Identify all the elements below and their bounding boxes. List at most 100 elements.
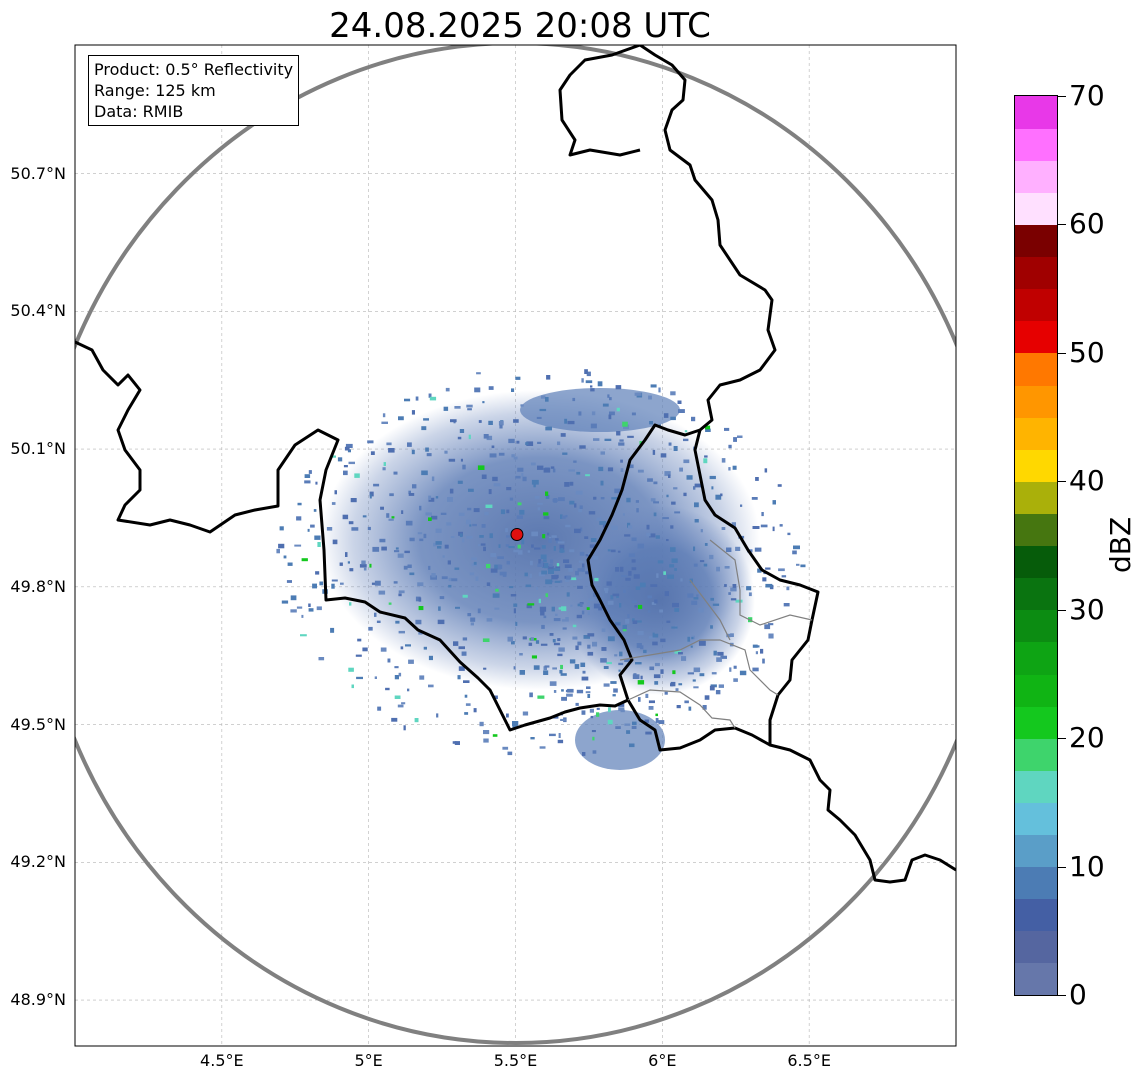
echo-pixel: [477, 608, 481, 614]
echo-pixel: [347, 561, 350, 564]
echo-pixel: [735, 599, 743, 603]
echo-pixel: [527, 603, 535, 606]
colorbar-segment-1: [1015, 930, 1057, 964]
echo-pixel: [359, 564, 367, 568]
echo-pixel: [317, 542, 321, 547]
echo-pixel: [760, 524, 768, 528]
echo-pixel: [658, 720, 665, 724]
echo-pixel: [411, 449, 415, 455]
colorbar-segment-25: [1015, 160, 1057, 193]
echo-pixel: [640, 675, 643, 680]
echo-pixel: [563, 559, 570, 563]
colorbar-segment-4: [1015, 834, 1057, 868]
echo-pixel: [495, 588, 499, 592]
echo-pixel: [509, 497, 514, 501]
echo-pixel: [628, 553, 635, 557]
echo-pixel: [513, 666, 516, 670]
echo-pixel: [649, 421, 653, 425]
echo-pixel: [762, 577, 767, 582]
echo-pixel: [439, 596, 445, 600]
echo-pixel: [435, 528, 442, 533]
echo-pixel: [450, 419, 457, 423]
echo-pixel: [733, 678, 738, 682]
echo-pixel: [620, 459, 623, 463]
echo-pixel: [345, 552, 348, 557]
echo-pixel: [575, 570, 579, 576]
colorbar-segment-8: [1015, 706, 1057, 739]
echo-pixel: [699, 560, 705, 563]
echo-pixel: [696, 594, 699, 597]
echo-pixel: [721, 527, 726, 530]
echo-pixel: [385, 687, 390, 691]
lon-label-0: 4.5°E: [200, 1051, 244, 1070]
echo-pixel: [691, 416, 696, 422]
echo-pixel: [620, 468, 624, 472]
echo-pixel: [569, 500, 575, 505]
echo-pixel: [551, 535, 557, 538]
echo-pixel: [670, 416, 676, 421]
echo-pixel: [568, 469, 575, 472]
echo-pixel: [584, 536, 589, 539]
echo-pixel: [517, 467, 524, 472]
echo-pixel: [637, 631, 644, 636]
echo-pixel: [444, 544, 449, 549]
echo-pixel: [618, 702, 625, 707]
echo-pixel: [545, 426, 552, 431]
colorbar-segment-20: [1015, 320, 1057, 354]
echo-pixel: [541, 624, 545, 629]
echo-pixel: [519, 509, 525, 515]
echo-pixel: [544, 665, 550, 668]
echo-pixel: [429, 396, 437, 401]
info-range: Range: 125 km: [94, 81, 216, 100]
echo-pixel: [417, 582, 424, 587]
echo-pixel: [611, 497, 618, 500]
echo-pixel: [687, 636, 691, 642]
echo-pixel: [362, 647, 368, 652]
echo-pixel: [286, 580, 292, 583]
echo-pixel: [454, 406, 461, 409]
echo-pixel: [690, 645, 693, 648]
echo-pixel: [752, 526, 760, 529]
echo-pixel: [408, 493, 415, 496]
echo-pixel: [350, 498, 357, 503]
echo-pixel: [549, 559, 554, 564]
echo-pixel: [545, 593, 548, 598]
echo-pixel: [428, 655, 433, 661]
echo-pixel: [580, 603, 583, 607]
echo-pixel: [304, 474, 311, 478]
echo-pixel: [450, 536, 455, 538]
echo-pixel: [515, 621, 518, 626]
echo-pixel: [566, 575, 572, 580]
echo-pixel: [301, 614, 304, 618]
echo-pixel: [755, 651, 758, 655]
echo-pixel: [528, 642, 533, 646]
echo-pixel: [508, 546, 515, 549]
echo-pixel: [506, 509, 510, 514]
echo-pixel: [624, 534, 631, 537]
echo-pixel: [330, 455, 336, 458]
echo-pixel: [551, 575, 558, 580]
echo-pixel: [388, 448, 395, 453]
echo-pixel: [401, 510, 404, 514]
echo-pixel: [415, 619, 422, 625]
echo-pixel: [472, 523, 477, 527]
echo-pixel: [546, 375, 551, 380]
echo-pixel: [638, 604, 643, 609]
echo-pixel: [585, 571, 590, 575]
lon-label-3: 6°E: [648, 1051, 677, 1070]
echo-pixel: [668, 442, 672, 446]
echo-pixel: [560, 718, 566, 721]
echo-pixel: [314, 535, 321, 540]
echo-pixel: [499, 424, 503, 429]
echo-pixel: [513, 608, 516, 614]
echo-pixel: [457, 480, 463, 484]
echo-pixel: [622, 624, 627, 630]
echo-pixel: [579, 445, 586, 449]
echo-pixel: [425, 512, 432, 516]
echo-pixel: [468, 434, 471, 440]
echo-pixel: [768, 623, 774, 626]
echo-pixel: [310, 524, 315, 528]
colorbar-tick-label-1: 10: [1069, 849, 1105, 883]
echo-pixel: [536, 416, 542, 419]
echo-pixel: [623, 589, 626, 593]
